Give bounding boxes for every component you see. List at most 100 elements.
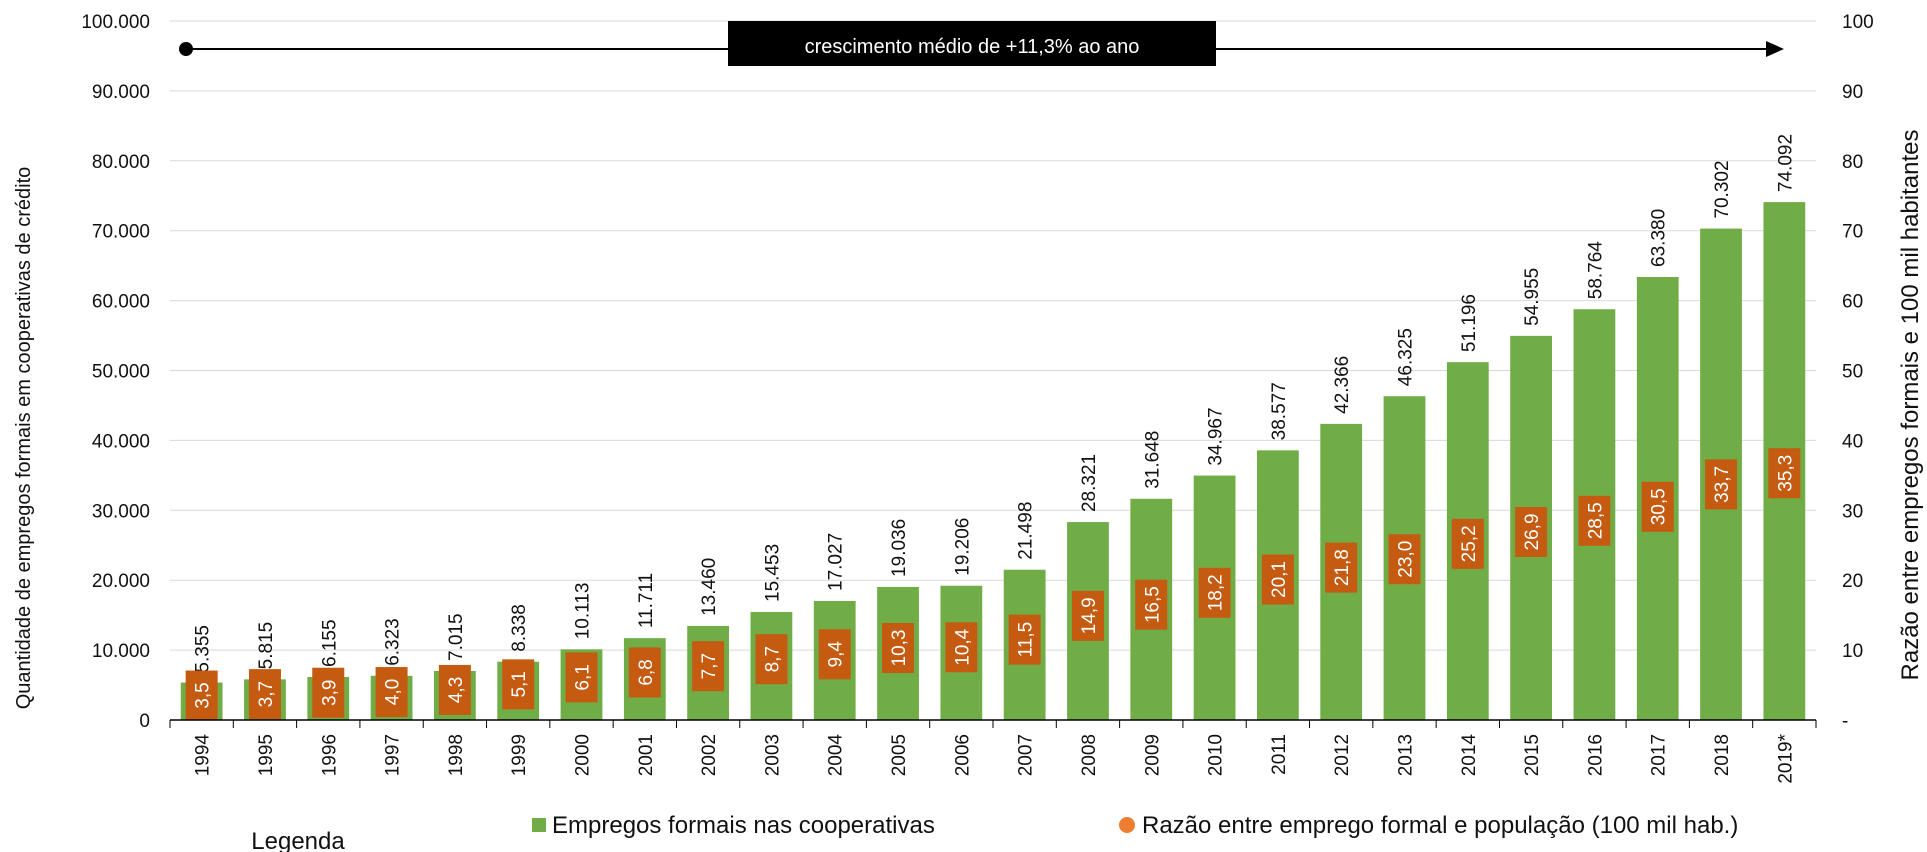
ratio-value-label: 3,7 (256, 681, 277, 707)
ratio-marker (185, 670, 218, 721)
y-tick-label-right: 40 (1842, 431, 1863, 452)
ratio-value-label: 3,9 (319, 680, 340, 706)
ratio-value-label: 5,1 (509, 671, 530, 697)
x-tick-label: 2019* (1775, 733, 1796, 783)
ratio-value-label: 21,8 (1332, 549, 1353, 586)
growth-arrow-head-icon (1766, 41, 1784, 57)
y-tick-label-left: 100.000 (81, 12, 150, 33)
ratio-marker (1198, 567, 1231, 618)
y-tick-label-left: 90.000 (92, 82, 150, 103)
x-tick-label: 2011 (1269, 734, 1290, 775)
growth-annotation: crescimento médio de +11,3% ao ano (179, 21, 1784, 66)
ratio-value-label: 20,1 (1269, 561, 1290, 598)
ratio-value-label: 35,3 (1775, 455, 1796, 492)
ratio-value-label: 18,2 (1206, 574, 1227, 611)
ratio-marker (1388, 534, 1421, 585)
x-tick-label: 2004 (826, 734, 847, 777)
ratio-marker (755, 634, 788, 685)
ratio-value-label: 7,7 (699, 653, 720, 679)
bar-value-label: 5.355 (193, 625, 214, 673)
x-tick-label: 2000 (573, 734, 594, 776)
x-axis: 1994 1995 1996 1997 1998 1999 2000 2001 2002 2003… (169, 719, 1817, 784)
y-tick-label-left: 40.000 (92, 431, 150, 452)
y-tick-label-left: 50.000 (92, 362, 150, 383)
ratio-value-label: 23,0 (1396, 541, 1417, 578)
bar-value-label: 51.196 (1459, 294, 1480, 352)
y-tick-label-right: 20 (1842, 571, 1863, 592)
x-tick-label: 2016 (1585, 734, 1606, 776)
ratio-value-label: 9,4 (826, 641, 847, 668)
bar-value-label: 11.711 (636, 573, 657, 628)
x-tick-label: 2012 (1332, 734, 1353, 776)
gridlines (170, 20, 1816, 651)
bar-value-label: 5.815 (256, 622, 277, 670)
left-axis-ticks: 0 10.000 20.000 30.000 40.000 50.000 60.000 70.… (81, 12, 150, 732)
x-tick-label: 1996 (319, 734, 340, 776)
x-tick-label: 2003 (762, 734, 783, 776)
bar-value-label: 19.036 (889, 519, 910, 577)
bar-value-label: 21.498 (1016, 502, 1037, 560)
ratio-marker (628, 647, 661, 698)
y-tick-label-right: 80 (1842, 152, 1863, 173)
ratio-marker (1515, 506, 1548, 557)
y-tick-label-right: 90 (1842, 82, 1863, 103)
ratio-marker (1641, 481, 1674, 532)
bar-value-label: 34.967 (1206, 407, 1227, 465)
bars-series-empregos: 5.355 5.815 6.155 6.323 7.015 8.338 10.113 11.7… (180, 134, 1806, 720)
y-tick-label-left: 0 (139, 711, 150, 732)
bar-value-label: 28.321 (1079, 454, 1100, 512)
bar-value-label: 58.764 (1585, 241, 1606, 300)
ratio-marker (1578, 495, 1611, 546)
ratio-series-razao: 3,5 3,7 3,9 4,0 4,3 5,1 6,1 6,8 7,7 8,7 9,4 10,3 10,… (185, 448, 1801, 721)
right-axis-title: Razão entre empregos formais e 100 mil h… (1897, 130, 1924, 681)
x-tick-label: 2015 (1522, 734, 1543, 776)
ratio-value-label: 30,5 (1649, 488, 1670, 525)
bar-value-label: 6.323 (383, 618, 404, 666)
legend-title: Legenda (251, 828, 345, 852)
x-tick-label: 2005 (889, 734, 910, 776)
y-tick-label-right: - (1842, 711, 1848, 732)
y-tick-label-right: 10 (1842, 641, 1863, 662)
y-tick-label-left: 30.000 (92, 501, 150, 522)
growth-banner-box (728, 21, 1216, 66)
bar-value-label: 42.366 (1332, 356, 1353, 414)
x-tick-label: 1997 (383, 734, 404, 776)
x-tick-label: 2007 (1016, 734, 1037, 776)
legend-label-empregos: Empregos formais nas cooperativas (552, 812, 935, 839)
ratio-marker (692, 641, 725, 692)
ratio-value-label: 25,2 (1459, 525, 1480, 562)
ratio-marker (882, 623, 915, 674)
y-tick-label-left: 80.000 (92, 152, 150, 173)
bar-value-label: 38.577 (1269, 382, 1290, 440)
bar-value-label: 8.338 (509, 604, 530, 652)
ratio-marker (1705, 459, 1738, 510)
y-tick-label-left: 20.000 (92, 571, 150, 592)
ratio-marker (375, 667, 408, 718)
ratio-marker (565, 652, 598, 703)
x-tick-label: 2014 (1459, 734, 1480, 777)
legend-dot-swatch (1119, 817, 1135, 833)
ratio-value-label: 10,4 (952, 628, 973, 665)
x-tick-label: 2008 (1079, 734, 1100, 776)
x-tick-label: 1999 (509, 734, 530, 776)
y-tick-label-right: 70 (1842, 222, 1863, 243)
x-tick-label: 2001 (636, 734, 657, 776)
y-tick-label-left: 70.000 (92, 222, 150, 243)
ratio-value-label: 6,8 (636, 659, 657, 685)
left-axis-title: Quantidade de empregos formais em cooper… (13, 167, 35, 710)
ratio-value-label: 33,7 (1712, 466, 1733, 503)
ratio-marker (502, 659, 535, 710)
ratio-value-label: 6,1 (573, 664, 594, 690)
ratio-value-label: 10,3 (889, 630, 910, 667)
ratio-marker (1768, 448, 1801, 499)
ratio-marker (1008, 614, 1041, 665)
x-tick-label: 1994 (193, 734, 214, 777)
ratio-marker (1325, 542, 1358, 593)
bar-value-label: 10.113 (573, 583, 594, 640)
x-tick-label: 2017 (1649, 734, 1670, 776)
x-tick-label: 1995 (256, 734, 277, 776)
ratio-value-label: 8,7 (762, 646, 783, 672)
x-tick-label: 1998 (446, 734, 467, 776)
bar-value-label: 74.092 (1775, 134, 1796, 192)
